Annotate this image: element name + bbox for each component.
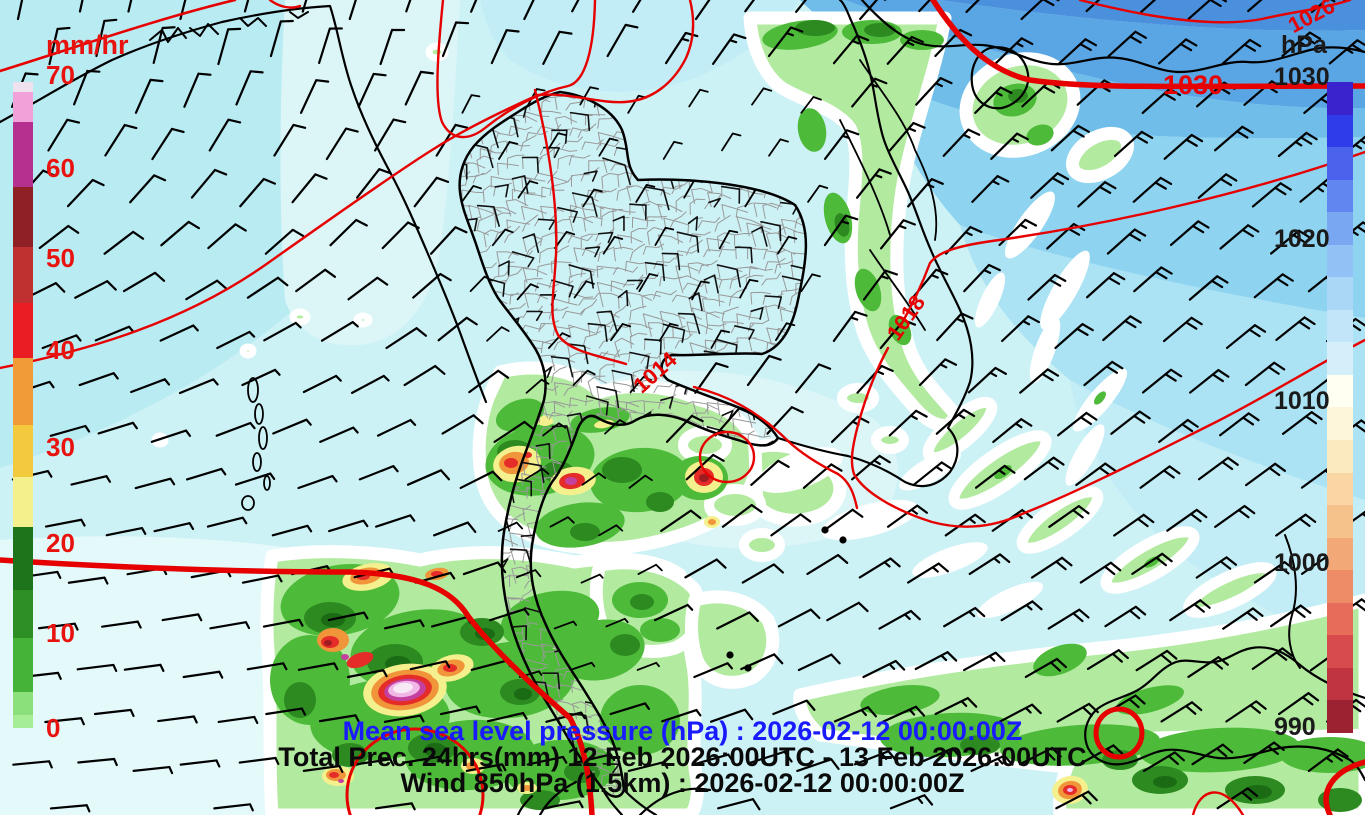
- precip-colorbar-segment: [13, 247, 33, 303]
- pressure-colorbar-segment: [1327, 472, 1353, 506]
- pressure-colorbar-segment: [1327, 570, 1353, 603]
- precip-colorbar-segment: [13, 638, 33, 692]
- precip-colorbar-segment: [13, 82, 33, 92]
- pressure-tick-label: 1010: [1274, 387, 1330, 415]
- precip-legend-title: mm/hr: [46, 30, 129, 60]
- pressure-colorbar-segment: [1327, 374, 1353, 408]
- pressure-tick-label: 1020: [1274, 225, 1330, 253]
- precip-colorbar-segment: [13, 303, 33, 358]
- precip-colorbar-segment: [13, 692, 33, 715]
- precip-tick-label: 70: [46, 60, 75, 90]
- title-precip: Total Prec. 24hrs(mm) 12 Feb 2026:00UTC …: [278, 742, 1087, 772]
- pressure-colorbar-segment: [1327, 244, 1353, 278]
- precip-tick-label: 20: [46, 528, 75, 558]
- pressure-tick-label: 1030: [1274, 63, 1330, 91]
- precip-colorbar-segment: [13, 358, 33, 425]
- pressure-colorbar-segment: [1327, 212, 1353, 245]
- pressure-legend-title: hPa: [1281, 31, 1327, 59]
- pressure-tick-label: 990: [1274, 713, 1316, 741]
- precip-tick-label: 50: [46, 243, 75, 273]
- pressure-colorbar-segment: [1327, 635, 1353, 668]
- precip-colorbar-segment: [13, 92, 33, 122]
- pressure-colorbar-segment: [1327, 277, 1353, 310]
- precip-tick-label: 60: [46, 153, 75, 183]
- pressure-colorbar-segment: [1327, 147, 1353, 180]
- map-titles: Mean sea level pressure (hPa) : 2026-02-…: [0, 716, 1365, 798]
- pressure-colorbar-segment: [1327, 602, 1353, 636]
- pressure-tick-label: 1000: [1274, 549, 1330, 577]
- pressure-colorbar-segment: [1327, 407, 1353, 441]
- pressure-colorbar-segment: [1327, 505, 1353, 538]
- pressure-colorbar-segment: [1327, 440, 1353, 473]
- pressure-colorbar-segment: [1327, 342, 1353, 375]
- pressure-colorbar-segment: [1327, 667, 1353, 701]
- precip-colorbar-segment: [13, 527, 33, 590]
- precip-colorbar-segment: [13, 122, 33, 187]
- precip-tick-label: 30: [46, 432, 75, 462]
- pressure-colorbar-segment: [1327, 179, 1353, 213]
- precip-tick-label: 0: [46, 713, 61, 743]
- pressure-colorbar-segment: [1327, 82, 1353, 115]
- precip-colorbar-segment: [13, 590, 33, 638]
- title-mslp: Mean sea level pressure (hPa) : 2026-02-…: [342, 716, 1023, 746]
- pressure-colorbar: [1327, 82, 1353, 733]
- precip-tick-label: 40: [46, 335, 75, 365]
- precip-colorbar-segment: [13, 477, 33, 527]
- precip-colorbar-segment: [13, 187, 33, 247]
- precip-colorbar-segment: [13, 715, 33, 728]
- precip-tick-label: 10: [46, 618, 75, 648]
- precip-colorbar: [13, 82, 33, 728]
- pressure-colorbar-segment: [1327, 309, 1353, 343]
- contour-label: 1030: [1163, 70, 1223, 100]
- title-wind: Wind 850hPa (1.5km) : 2026-02-12 00:00:0…: [400, 768, 965, 798]
- pressure-colorbar-segment: [1327, 537, 1353, 571]
- precip-colorbar-segment: [13, 425, 33, 477]
- pressure-colorbar-segment: [1327, 114, 1353, 148]
- pressure-colorbar-segment: [1327, 700, 1353, 733]
